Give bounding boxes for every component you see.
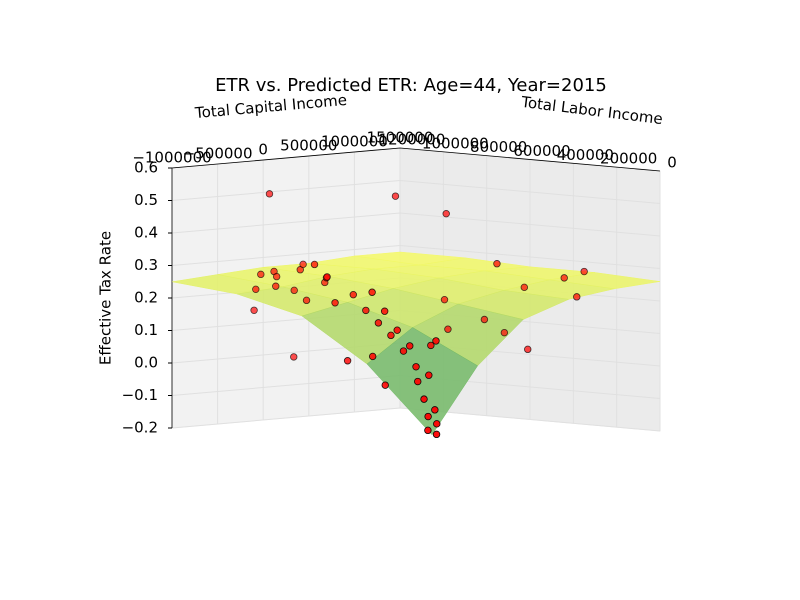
y-axis-label: Total Labor Income	[519, 93, 663, 128]
y-tick-label: 1000000	[422, 134, 489, 152]
scatter-point	[414, 377, 422, 386]
scatter-point	[391, 192, 400, 200]
scatter-point	[299, 260, 307, 269]
scatter-point	[524, 345, 532, 354]
scatter-point	[374, 319, 383, 327]
scatter-point	[493, 260, 501, 268]
scatter-point	[368, 352, 377, 361]
points	[250, 190, 588, 439]
y-tick-label: 600000	[513, 142, 570, 160]
scatter-point	[432, 430, 441, 439]
y-tick-label: 400000	[557, 146, 614, 164]
surface	[171, 251, 661, 436]
scatter-point	[343, 357, 352, 365]
scatter-point	[573, 293, 581, 301]
scatter-point	[480, 315, 489, 324]
grid-line	[171, 407, 661, 432]
surface-patch	[366, 327, 478, 436]
scatter-point	[412, 363, 420, 371]
scatter-point	[393, 326, 401, 334]
scatter-point	[432, 337, 440, 345]
y-tick-label: 1200000	[379, 131, 446, 149]
z-tick-label: −0.1	[122, 386, 158, 404]
scatter-point	[387, 331, 395, 340]
axis-line	[171, 147, 661, 428]
scatter-point	[420, 395, 428, 403]
y-tick-label: 200000	[600, 150, 657, 168]
scatter-point	[290, 353, 298, 361]
grid-line	[171, 179, 661, 204]
scatter-point	[560, 274, 568, 282]
scatter-point	[444, 325, 452, 333]
z-tick-label: 0.2	[134, 289, 158, 307]
x-tick-label: 500000	[280, 137, 337, 155]
z-tick-label: −0.2	[122, 419, 158, 437]
scatter-point	[424, 426, 432, 435]
x-tick-label: −1000000	[132, 149, 211, 167]
scatter-point	[580, 267, 588, 276]
y-tick-label: 800000	[470, 138, 527, 156]
scatter-point	[272, 282, 280, 290]
z-tick-label: 0.4	[134, 224, 158, 242]
scatter-point	[431, 406, 439, 414]
scatter-point	[310, 260, 319, 269]
scatter-point	[427, 341, 435, 350]
scatter-point	[424, 412, 432, 421]
scatter-point	[433, 420, 441, 428]
z-axis-label: Effective Tax Rate	[97, 231, 115, 365]
scatter-point	[406, 342, 414, 350]
y-tick-label: 0	[667, 154, 677, 172]
scatter-point	[290, 286, 298, 295]
x-tick-label: 0	[258, 141, 268, 159]
scatter-point	[368, 288, 376, 296]
scatter-point	[381, 381, 389, 389]
z-tick-label: 0.3	[134, 256, 158, 274]
scatter-point	[380, 307, 389, 315]
scatter-point	[323, 273, 331, 281]
scatter-point	[257, 270, 265, 279]
scatter-point	[425, 371, 433, 379]
scatter-point	[362, 306, 370, 315]
scatter-point	[252, 285, 260, 294]
z-tick-label: 0.5	[134, 191, 158, 209]
scatter-point	[520, 283, 529, 292]
scatter-point	[349, 290, 357, 299]
scatter-point	[250, 306, 258, 314]
z-tick-label: 0.1	[134, 321, 158, 339]
x-tick-label: −500000	[183, 145, 253, 163]
x-tick-label: 1500000	[367, 129, 434, 147]
scatter-point	[442, 209, 450, 218]
scatter-point	[331, 299, 339, 307]
x-tick-label: 1000000	[321, 133, 388, 151]
grid-line	[171, 212, 661, 237]
chart-title: ETR vs. Predicted ETR: Age=44, Year=2015	[215, 75, 607, 96]
scatter-point	[272, 272, 281, 281]
scatter-point	[399, 347, 408, 355]
z-tick-label: 0.0	[134, 354, 158, 372]
grid-line	[171, 244, 661, 269]
scatter-point	[500, 328, 509, 337]
scatter-point	[265, 190, 274, 198]
scatter-point	[302, 296, 311, 305]
z-tick-label: 0.6	[134, 159, 158, 177]
scatter-point	[440, 295, 449, 304]
